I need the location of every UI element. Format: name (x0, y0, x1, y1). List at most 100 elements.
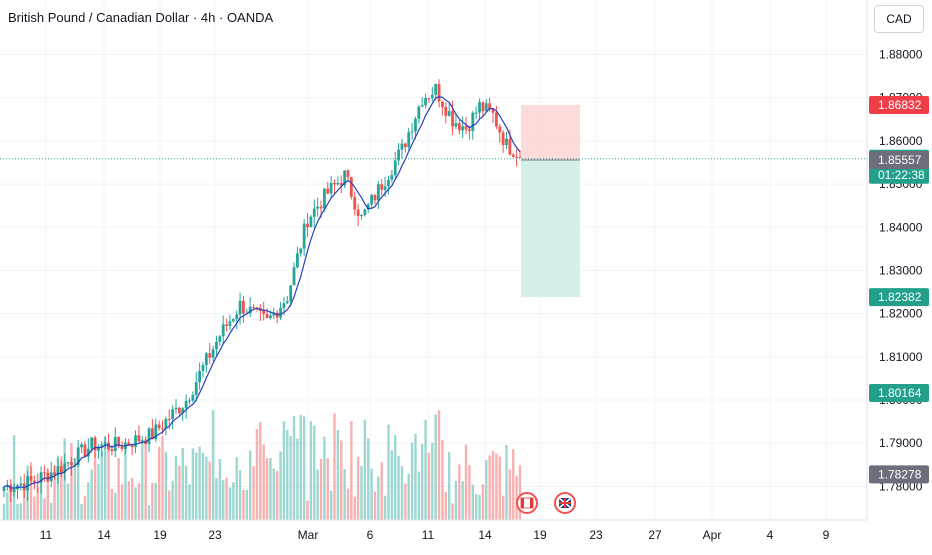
volume-bar (498, 456, 501, 520)
volume-bar (6, 492, 9, 520)
candle-body (93, 437, 97, 451)
price-tick-label: 1.83000 (879, 263, 923, 277)
volume-bar (397, 455, 400, 520)
candle-body (194, 382, 198, 395)
candle-body (181, 408, 185, 414)
price-label-text: 1.80164 (878, 386, 922, 400)
candle-body (201, 365, 205, 371)
candle-body (137, 435, 141, 442)
price-tick-label: 1.81000 (879, 350, 923, 364)
volume-bar (242, 489, 245, 520)
candle-body (373, 194, 377, 201)
candle-body (285, 301, 289, 304)
candle-body (272, 312, 276, 316)
candle-body (508, 138, 512, 155)
volume-bar (73, 458, 77, 520)
candle-body (468, 129, 471, 132)
candle-body (242, 300, 245, 314)
volume-bar (360, 466, 363, 520)
volume-bar (255, 429, 259, 520)
currency-button[interactable]: CAD (874, 5, 924, 33)
volume-bar (144, 438, 147, 520)
volume-bar (505, 445, 508, 520)
volume-bar (53, 465, 56, 520)
volume-bar (120, 484, 124, 520)
candle-body (147, 428, 151, 445)
volume-bar (222, 480, 225, 520)
candle-body (262, 310, 266, 314)
price-tick-label: 1.84000 (879, 220, 923, 234)
price-label-text: 1.85557 (878, 153, 922, 167)
volume-bar (319, 458, 323, 520)
candle-body (515, 157, 519, 159)
volume-bar (191, 448, 195, 520)
candle-body (356, 209, 360, 216)
stop-loss-zone[interactable] (521, 104, 580, 161)
candle-body (39, 472, 43, 483)
candle-body (339, 182, 343, 186)
time-tick-label: 23 (589, 528, 603, 542)
take-profit-zone[interactable] (521, 160, 580, 298)
candle-body (296, 253, 299, 268)
volume-bar (228, 487, 232, 520)
volume-bar (93, 451, 97, 520)
candle-body (231, 319, 235, 322)
countdown-text: 01:22:38 (878, 168, 925, 182)
candle-body (282, 303, 286, 309)
volume-bar (218, 459, 222, 520)
volume-bar (245, 489, 249, 520)
volume-bar (66, 483, 70, 520)
volume-bar (174, 455, 178, 520)
candle-body (333, 182, 336, 185)
candle-body (86, 448, 90, 457)
time-tick-label: 9 (823, 528, 830, 542)
candle-body (161, 428, 164, 430)
candle-body (76, 447, 80, 466)
candle-body (427, 98, 431, 100)
volume-bar (370, 468, 373, 520)
volume-bar (501, 495, 505, 520)
time-tick-label: 6 (367, 528, 374, 542)
time-tick-label: 27 (648, 528, 662, 542)
candle-body (407, 132, 411, 148)
candle-body (498, 126, 502, 133)
candle-body (400, 143, 404, 150)
volume-bar (410, 442, 414, 520)
volume-bar (178, 465, 181, 520)
price-label-gray (869, 465, 929, 484)
candle-body (43, 472, 46, 474)
volume-bar (198, 446, 201, 520)
volume-bar (478, 495, 481, 520)
candle-body (100, 444, 104, 447)
volume-bar (437, 410, 441, 520)
volume-bar (447, 452, 451, 520)
volume-bar (9, 484, 12, 520)
candle-body (302, 223, 306, 249)
volume-bar (265, 458, 269, 520)
candle-body (80, 444, 83, 448)
candle-body (198, 370, 202, 383)
candle-body (441, 101, 444, 107)
candle-body (474, 112, 478, 114)
volume-bar (441, 439, 444, 520)
volume-bar (404, 483, 407, 520)
volume-bar (326, 458, 329, 520)
candle-body (478, 102, 481, 113)
volume-bar (508, 469, 512, 520)
volume-bar (29, 462, 33, 520)
candle-body (387, 179, 390, 187)
volume-bar (279, 451, 282, 520)
volume-bar (282, 421, 286, 520)
price-label-text: 1.78278 (878, 467, 922, 481)
candle-body (292, 267, 296, 286)
volume-bar (488, 455, 491, 520)
price-label-gray (869, 151, 929, 170)
candle-body (430, 94, 434, 99)
volume-bar (414, 433, 417, 520)
volume-bar (141, 440, 144, 520)
event-marker-canada-icon-flag-band (530, 498, 533, 508)
volume-bar (56, 455, 60, 520)
candle-body (157, 424, 161, 429)
candle-body (279, 308, 282, 318)
